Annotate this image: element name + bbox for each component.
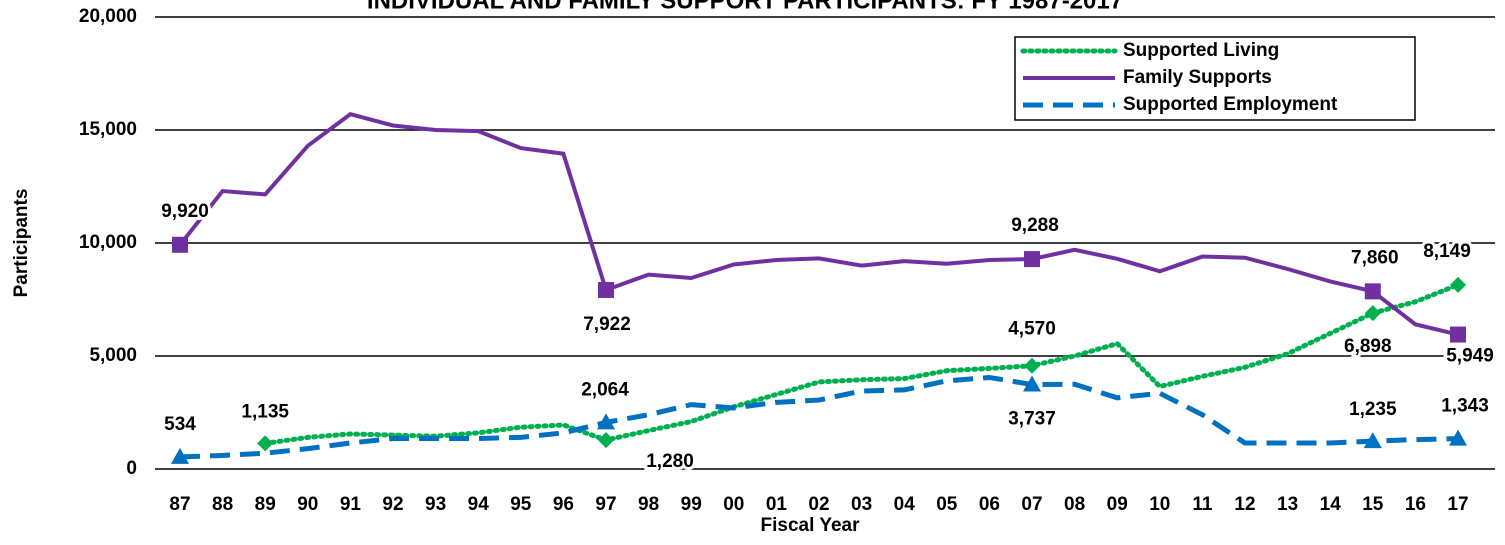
data-label: 5,949 [1446, 346, 1494, 367]
marker [1450, 276, 1466, 293]
marker [598, 432, 614, 449]
marker [1024, 251, 1040, 268]
x-tick-label: 04 [894, 494, 916, 515]
x-tick-label: 90 [297, 494, 318, 515]
marker [172, 236, 188, 253]
x-tick-label: 94 [468, 494, 490, 515]
x-tick-label: 16 [1405, 494, 1426, 515]
series-line [178, 111, 1459, 337]
marker [597, 413, 615, 430]
legend-label: Supported Living [1123, 40, 1279, 61]
x-tick-label: 11 [1192, 494, 1213, 515]
x-tick-label: 17 [1447, 494, 1468, 515]
x-tick-label: 01 [766, 494, 788, 515]
y-tick-label: 0 [126, 458, 137, 479]
x-tick-label: 97 [595, 494, 616, 515]
y-tick-label: 20,000 [79, 6, 137, 27]
data-label: 534 [164, 414, 196, 435]
data-label: 1,280 [646, 451, 694, 472]
x-tick-label: 09 [1107, 494, 1128, 515]
data-label: 1,235 [1349, 399, 1397, 420]
marker [257, 435, 274, 452]
series-line [179, 374, 1459, 460]
x-tick-label: 03 [851, 494, 872, 515]
legend-label: Supported Employment [1123, 94, 1338, 115]
y-tick-label: 10,000 [79, 232, 137, 253]
x-tick-label: 12 [1234, 494, 1255, 515]
x-tick-label: 13 [1277, 494, 1298, 515]
marker [1363, 432, 1382, 449]
y-tick-label: 15,000 [79, 119, 137, 140]
y-tick-label: 5,000 [89, 345, 137, 366]
x-tick-label: 00 [723, 494, 744, 515]
data-label: 7,922 [583, 314, 631, 335]
marker [1450, 326, 1466, 343]
x-tick-label: 05 [936, 494, 958, 515]
data-label: 7,860 [1351, 247, 1399, 268]
marker [1024, 357, 1040, 374]
x-tick-label: 99 [681, 494, 702, 515]
marker [1449, 429, 1467, 446]
data-label: 9,288 [1011, 215, 1059, 236]
x-tick-label: 89 [255, 494, 276, 515]
data-label: 2,064 [581, 379, 629, 400]
x-tick-label: 92 [382, 494, 403, 515]
series-line [262, 282, 1461, 446]
x-tick-label: 93 [425, 494, 446, 515]
data-label: 1,343 [1441, 396, 1489, 417]
data-label: 1,135 [241, 401, 289, 422]
x-tick-label: 87 [169, 494, 190, 515]
marker [1023, 375, 1041, 392]
marker [171, 447, 189, 464]
x-tick-label: 15 [1362, 494, 1384, 515]
x-tick-label: 06 [979, 494, 1000, 515]
legend-label: Family Supports [1123, 67, 1272, 88]
chart-title: INDIVIDUAL AND FAMILY SUPPORT PARTICIPAN… [367, 0, 1123, 14]
x-tick-label: 14 [1320, 494, 1342, 515]
x-tick-label: 96 [553, 494, 574, 515]
x-tick-label: 95 [510, 494, 532, 515]
data-label: 3,737 [1008, 409, 1056, 430]
x-tick-label: 02 [808, 494, 829, 515]
data-label: 4,570 [1008, 319, 1056, 340]
x-tick-label: 98 [638, 494, 659, 515]
y-axis-title: Participants [11, 189, 32, 298]
marker [1364, 283, 1381, 300]
marker [1364, 305, 1381, 322]
marker [598, 281, 614, 298]
data-label: 8,149 [1423, 241, 1471, 262]
x-tick-label: 91 [340, 494, 362, 515]
x-axis-title: Fiscal Year [761, 515, 861, 536]
x-tick-label: 88 [212, 494, 233, 515]
data-label: 9,920 [161, 201, 209, 222]
x-tick-label: 07 [1021, 494, 1042, 515]
x-tick-label: 10 [1149, 494, 1170, 515]
x-tick-label: 08 [1064, 494, 1085, 515]
data-label: 6,898 [1344, 336, 1392, 357]
